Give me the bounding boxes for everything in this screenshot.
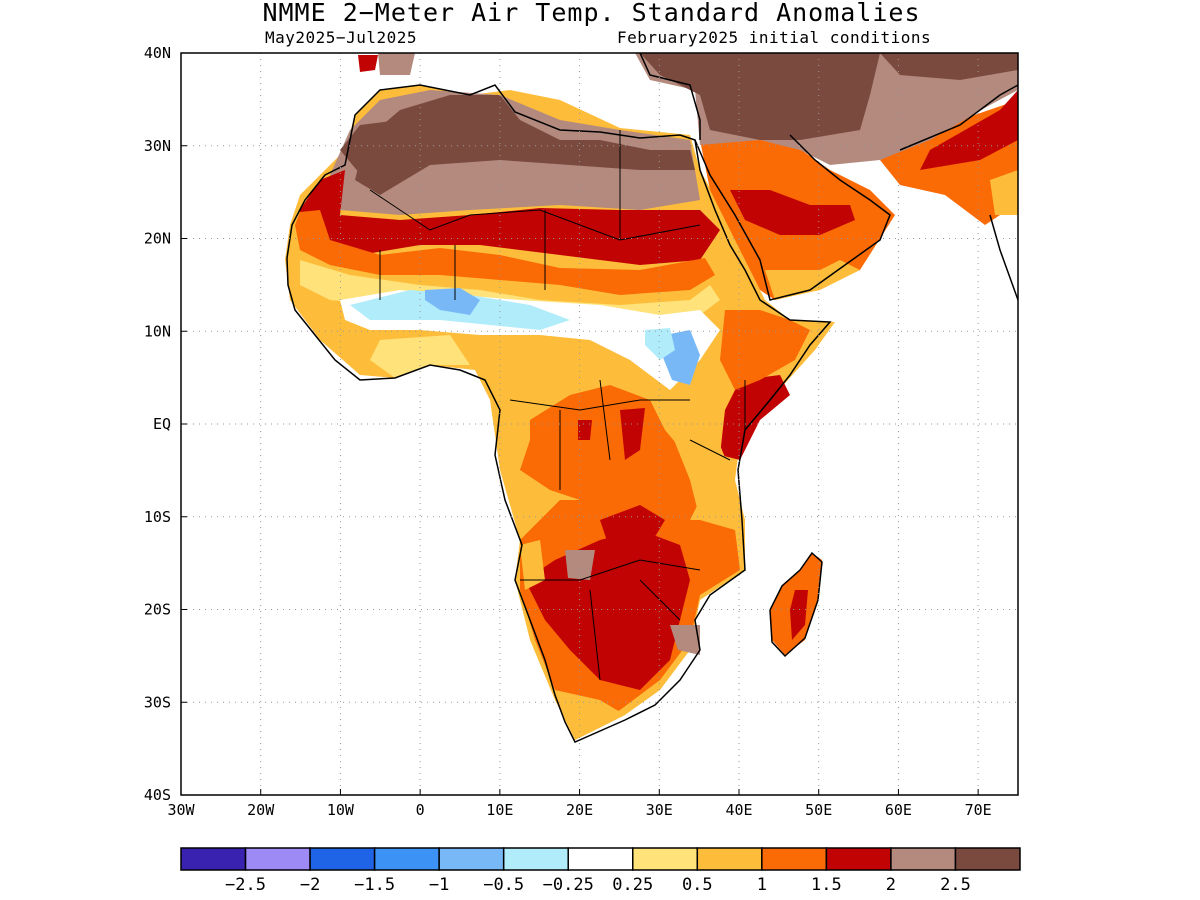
legend-label: 1.5 <box>811 875 842 895</box>
legend-color-box <box>180 847 247 871</box>
mediterranean-north-coast <box>639 53 701 140</box>
lon-tick-label: 20W <box>247 801 275 819</box>
lat-tick-label: 20N <box>144 230 171 248</box>
legend-color-box <box>502 847 569 871</box>
latitude-axis-labels: 40N 30N 20N 10N EQ 10S 20S 30S 40S <box>144 44 171 804</box>
lon-tick-label: 70E <box>965 801 992 819</box>
initial-conditions-subtitle: February2025 initial conditions <box>617 28 932 47</box>
lon-tick-label: 20E <box>566 801 593 819</box>
namibia-coast-yellow <box>520 540 545 590</box>
lat-tick-label: 10S <box>144 508 171 526</box>
legend-color-box <box>696 847 763 871</box>
india-warm-edge <box>990 170 1018 215</box>
angola-brown-spot <box>565 550 595 580</box>
middle-east-dark-core <box>640 53 880 140</box>
legend-label: −1 <box>429 875 449 895</box>
coastlines <box>286 53 1018 743</box>
legend-labels: −2.5 −2 −1.5 −1 −0.5 −0.25 0.25 0.5 1 1.5 2 2.5 <box>225 875 971 895</box>
guinea-coast-warm <box>370 335 470 378</box>
legend-color-box <box>244 847 311 871</box>
longitude-axis-labels: 30W 20W 10W 0 10E 20E 30E 40E 50E 60E 70E <box>167 801 991 819</box>
legend-color-box <box>632 847 699 871</box>
lat-tick-label: 40N <box>144 44 171 62</box>
lat-tick-label: 30S <box>144 693 171 711</box>
arabia-red-core <box>730 190 855 235</box>
legend-color-box <box>567 847 634 871</box>
sahara-dark-brown-west <box>340 120 400 180</box>
legend-label: −2.5 <box>225 875 266 895</box>
cape-yellow-fringe <box>555 690 625 740</box>
lon-tick-label: 50E <box>805 801 832 819</box>
lon-tick-label: 40E <box>725 801 752 819</box>
arabia-coastline <box>694 134 891 301</box>
legend-label: −1.5 <box>354 875 395 895</box>
lat-tick-label: 10N <box>144 322 171 340</box>
india-hot-core <box>920 90 1018 170</box>
legend-color-boxes <box>180 847 1021 871</box>
legend-color-box <box>438 847 505 871</box>
africa-coastline <box>286 84 832 743</box>
sahel-red-band <box>300 170 720 265</box>
zambia-red-core <box>600 505 665 550</box>
congo-red-spot <box>578 420 592 440</box>
chart-title: NMME 2−Meter Air Temp. Standard Anomalie… <box>262 0 921 27</box>
lon-tick-label: 10W <box>327 801 355 819</box>
axis-ticks <box>180 52 979 796</box>
legend-label: −2 <box>300 875 320 895</box>
sahel-orange-band <box>295 210 715 295</box>
lon-tick-label: 0 <box>416 801 425 819</box>
india-coastline <box>899 84 1018 301</box>
lon-tick-label: 30W <box>167 801 195 819</box>
europe-dark-patch <box>880 53 1018 80</box>
legend-label: 2.5 <box>940 875 971 895</box>
sahara-dark-brown-core <box>355 95 695 195</box>
arabia-yellow-edge <box>765 260 860 300</box>
map-gridlines <box>181 53 1018 795</box>
lat-tick-label: EQ <box>153 415 171 433</box>
legend-label: −0.25 <box>543 875 594 895</box>
equator-red-spot <box>620 408 645 460</box>
morocco-red-spot <box>358 55 378 72</box>
legend-color-box <box>309 847 376 871</box>
legend-label: 0.25 <box>612 875 653 895</box>
kenya-tanzania-yellow <box>670 420 735 520</box>
lat-tick-label: 30N <box>144 137 171 155</box>
lat-tick-label: 20S <box>144 601 171 619</box>
central-africa-orange <box>520 385 700 520</box>
legend-label: −0.5 <box>483 875 524 895</box>
mozambique-brown-spot <box>670 625 700 655</box>
legend-color-box <box>890 847 957 871</box>
west-africa-cool-core <box>425 288 480 315</box>
lat-tick-label: 40S <box>144 786 171 804</box>
gulf-guinea-yellow <box>500 345 620 400</box>
legend-color-box <box>825 847 892 871</box>
lon-tick-label: 30E <box>646 801 673 819</box>
iberia-brown-patch <box>378 53 415 75</box>
madagascar-coastline <box>769 551 823 658</box>
lon-tick-label: 60E <box>885 801 912 819</box>
legend-color-box <box>761 847 828 871</box>
ethiopia-orange <box>720 310 810 390</box>
legend-label: 1 <box>757 875 767 895</box>
lon-tick-label: 10E <box>486 801 513 819</box>
country-borders <box>369 130 746 681</box>
legend-color-box <box>373 847 440 871</box>
south-sudan-light-cool <box>645 328 675 360</box>
forecast-period-subtitle: May2025−Jul2025 <box>265 28 417 47</box>
legend-color-box <box>954 847 1021 871</box>
legend-label: 0.5 <box>682 875 713 895</box>
legend-label: 2 <box>886 875 896 895</box>
madagascar-hot-core <box>790 590 808 640</box>
